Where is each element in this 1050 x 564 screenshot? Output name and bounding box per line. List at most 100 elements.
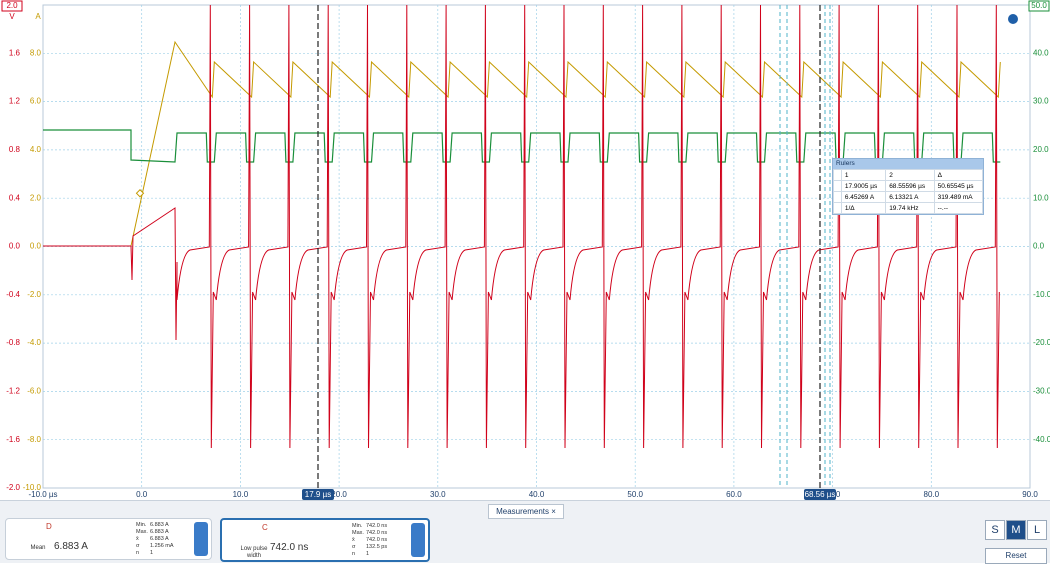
size-label: M: [1011, 524, 1021, 536]
zoom-icon[interactable]: [1008, 14, 1018, 24]
rulers-cell: 19.74 kHz: [885, 202, 935, 214]
scope-view: 2.0 V A 50.0 1.6 1.2 0.8 0.4 0.0 -0.4 -0.8 -1.2…: [1, 0, 1050, 500]
rulers-cell: 319.489 mA: [933, 191, 984, 203]
measurement-panel[interactable]: C Low pulse width 742.0 ns Min. 742.0 ns Max.…: [220, 518, 430, 562]
rulers-row: 1/Δ 19.74 kHz --.--: [833, 202, 984, 214]
right-range-box[interactable]: [1028, 0, 1050, 12]
rulers-row: 6.45269 A 6.13321 A 319.489 mA: [833, 191, 984, 203]
right-tick-label: 10.0: [1033, 193, 1049, 202]
measurements-tab[interactable]: Measurements ×: [488, 504, 564, 519]
stat-row: Max. 742.0 ns: [352, 530, 387, 537]
x-tick-label: 20.0: [331, 490, 347, 499]
right-range: 50.0: [1031, 1, 1047, 10]
right-tick-label: 0.0: [1033, 242, 1045, 251]
stat-row: Min. 6.883 A: [136, 522, 174, 529]
trace-a: [130, 40, 1001, 247]
rulers-title: Rulers: [833, 159, 983, 169]
stat-val: 6.883 A: [150, 536, 169, 542]
x-tick-label: 90.0: [1022, 490, 1038, 499]
rulers-cell: --.--: [933, 202, 984, 214]
x-tick-label: 80.0: [924, 490, 940, 499]
stat-name: Max.: [136, 529, 148, 535]
v-tick-label: 0.8: [9, 145, 21, 154]
stat-val: 742.0 ns: [366, 523, 388, 529]
channel: D: [46, 522, 52, 531]
right-tick-label: -10.0: [1033, 290, 1050, 299]
stat-row: σ 132.5 ps: [352, 544, 387, 551]
size-label: L: [1033, 524, 1041, 536]
x-tick-label: 10.0: [233, 490, 249, 499]
stat-val: 742.0 ns: [366, 537, 388, 543]
stat-name: n: [136, 550, 140, 556]
x-tick-label: 40.0: [529, 490, 545, 499]
stat-name: n: [352, 551, 356, 557]
stat-value: 742.0 ns: [270, 542, 309, 553]
stat-val: 6.883 A: [150, 529, 169, 535]
x-tick-label: 30.0: [430, 490, 446, 499]
stat-row: x̄ 742.0 ns: [352, 537, 387, 544]
rulers-cell: 68.55596 µs: [885, 180, 935, 192]
stat-row: Min. 742.0 ns: [352, 523, 387, 530]
rulers-row: 17.9005 µs 68.55596 µs 50.65545 µs: [833, 180, 984, 192]
stat-name: Min.: [136, 522, 147, 528]
bottom-bar: Measurements × D Mean 6.883 A Min. 6.883 A Ma…: [0, 500, 1050, 564]
x-tick-label: 60.0: [726, 490, 742, 499]
v-tick-label: -0.4: [6, 290, 20, 299]
rulers-cell: 6.13321 A: [885, 191, 935, 203]
a-tick-label: 8.0: [30, 48, 42, 57]
v-tick-label: -1.2: [6, 387, 20, 396]
stat-name: σ: [136, 543, 140, 549]
stat-val: 1: [366, 551, 370, 557]
a-tick-label: -6.0: [27, 387, 41, 396]
trigger-marker: [135, 189, 145, 198]
size-button[interactable]: M: [1006, 520, 1026, 540]
rulers-header-cell: 1: [840, 169, 887, 181]
v-range-box[interactable]: [1, 0, 23, 12]
stat-name: Max.: [352, 530, 364, 536]
v-tick-label: -2.0: [6, 483, 20, 492]
a-tick-label: -2.0: [27, 290, 41, 299]
stat-val: 132.5 ps: [366, 544, 388, 550]
v-tick-label: 1.6: [9, 48, 21, 57]
delete-button[interactable]: [194, 522, 208, 556]
rulers-cell: 17.9005 µs: [840, 180, 887, 192]
rulers-cell: 6.45269 A: [840, 191, 887, 203]
reset-label: Reset: [1005, 551, 1027, 560]
stat-val: 1.256 mA: [150, 543, 174, 549]
tab-label: Measurements: [496, 507, 549, 516]
ruler-label: 17.9 µs: [305, 490, 331, 499]
delete-button[interactable]: [411, 523, 425, 557]
rulers-table: 1 2 Δ 17.9005 µs 68.55596 µs 50.65545 µs 6.452…: [833, 169, 984, 214]
ruler-label: 68.56 µs: [805, 490, 836, 499]
stat-row: σ 1.256 mA: [136, 543, 174, 550]
rulers-header-cell: Δ: [933, 169, 984, 181]
a-tick-label: 6.0: [30, 97, 42, 106]
right-tick-label: 20.0: [1033, 145, 1049, 154]
stat-val: 1: [150, 550, 154, 556]
v-unit: V: [9, 12, 15, 21]
a-unit: A: [35, 12, 41, 21]
stat-name: Min.: [352, 523, 363, 529]
size-button[interactable]: L: [1027, 520, 1047, 540]
channel: C: [262, 523, 268, 532]
cell: [833, 180, 842, 192]
a-tick-label: -10.0: [23, 483, 42, 492]
stat-name: x̄: [352, 537, 355, 543]
ruler-label-box: [804, 489, 836, 500]
right-tick-label: -40.0: [1033, 435, 1050, 444]
stat-label: Low pulse width: [240, 546, 268, 559]
stat-val: 742.0 ns: [366, 530, 388, 536]
v-tick-label: 0.4: [9, 193, 21, 202]
size-button[interactable]: S: [985, 520, 1005, 540]
cell: [833, 169, 842, 181]
rulers-window[interactable]: Rulers 1 2 Δ 17.9005 µs 68.55596 µs 50.65545 …: [832, 158, 984, 215]
stat-row: x̄ 6.883 A: [136, 536, 174, 543]
right-tick-label: -20.0: [1033, 338, 1050, 347]
